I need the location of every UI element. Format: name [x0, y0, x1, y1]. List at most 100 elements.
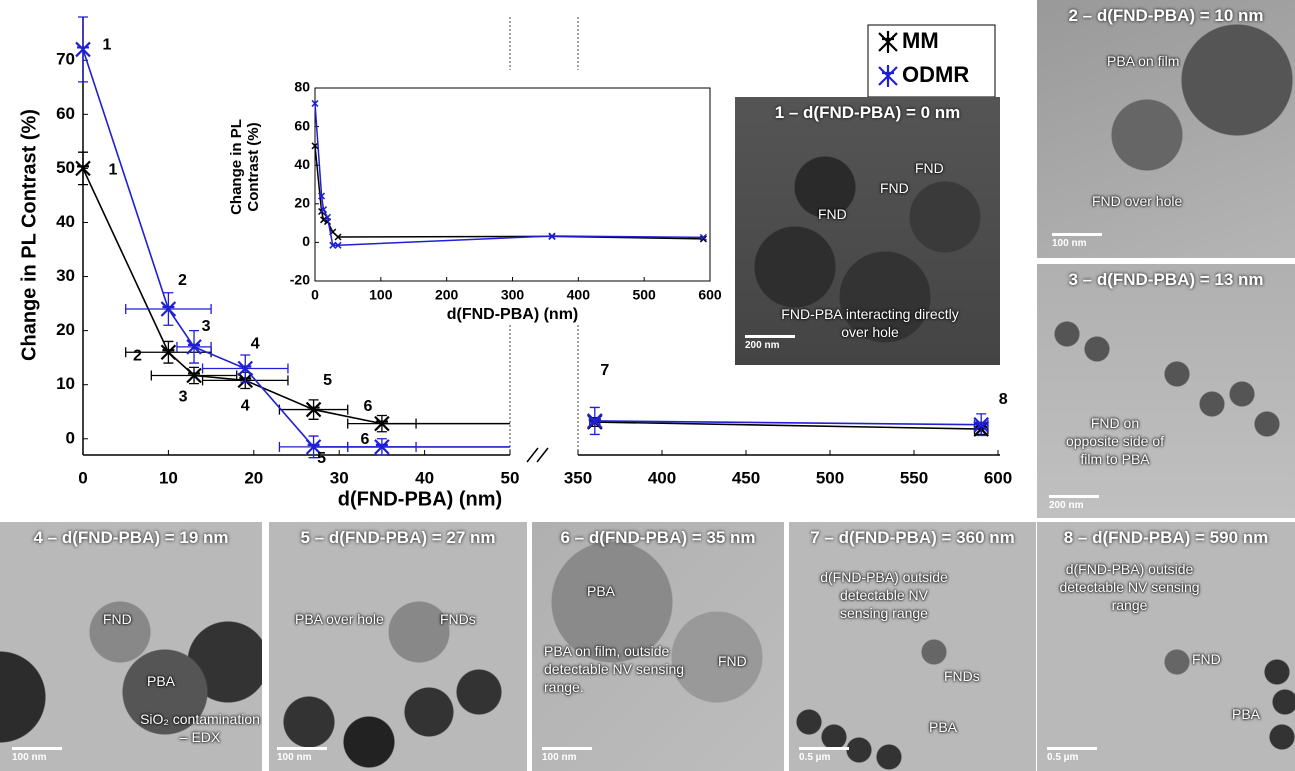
inset-marker	[334, 233, 342, 241]
point-label: 3	[179, 389, 188, 406]
scale-bar	[542, 747, 592, 750]
scale-bar-label: 100 nm	[12, 752, 47, 763]
scale-bar-label: 0.5 µm	[799, 752, 831, 763]
point-label: 4	[251, 336, 260, 353]
inset-y-tick-label: -20	[290, 272, 310, 288]
legend-label: ODMR	[902, 62, 969, 87]
panel-annotation: PBA	[147, 673, 176, 689]
panel-annotation: FNDs	[440, 611, 476, 627]
data-line	[594, 421, 982, 430]
x-tick-label: 350	[564, 468, 592, 487]
micrograph-panel: 8 – d(FND-PBA) = 590 nm d(FND-PBA) outsid…	[1037, 522, 1295, 771]
legend-label: MM	[902, 28, 939, 53]
inset-y-tick-label: 80	[294, 79, 310, 95]
panel-annotation: FND-PBA interacting directly over hole	[781, 306, 959, 340]
panel-annotation: PBA	[929, 719, 958, 735]
point-label: 8	[999, 391, 1008, 408]
inset-marker	[311, 142, 319, 150]
panel-annotation: PBA	[1232, 706, 1261, 722]
micrograph-panel: 5 – d(FND-PBA) = 27 nm PBA over hole FNDs 1…	[269, 522, 527, 771]
x-tick-label: 600	[984, 468, 1012, 487]
inset-marker	[699, 233, 707, 241]
inset-y-tick-label: 20	[294, 195, 310, 211]
point-label: 1	[103, 37, 112, 54]
y-tick-label: 30	[56, 266, 75, 285]
micrograph-panel: 1 – d(FND-PBA) = 0 nm FND FND FND FND-PBA in…	[735, 97, 1000, 365]
inset-y-tick-label: 40	[294, 156, 310, 172]
panel-annotation: PBA	[587, 583, 616, 599]
panel-annotation: FND	[880, 180, 909, 196]
panel-title: 5 – d(FND-PBA) = 27 nm	[300, 528, 496, 547]
panel-title: 2 – d(FND-PBA) = 10 nm	[1068, 6, 1264, 25]
inset-x-tick-label: 400	[567, 287, 591, 303]
point-label: 2	[178, 272, 187, 289]
panel-title: 4 – d(FND-PBA) = 19 nm	[33, 528, 229, 547]
scale-bar-label: 100 nm	[542, 752, 577, 763]
x-tick-label: 450	[732, 468, 760, 487]
micrograph-panel: 3 – d(FND-PBA) = 13 nm FND on opposite si…	[1037, 264, 1295, 518]
scale-bar	[1047, 747, 1097, 750]
axis-break	[536, 447, 549, 463]
marker	[305, 401, 322, 418]
legend-marker	[878, 31, 898, 53]
panel-title: 7 – d(FND-PBA) = 360 nm	[810, 528, 1015, 547]
inset-marker	[323, 213, 332, 221]
y-tick-label: 70	[56, 50, 75, 69]
micrograph-panel: 7 – d(FND-PBA) = 360 nm d(FND-PBA) outsid…	[789, 522, 1036, 771]
panel-annotation: d(FND-PBA) outside detectable NV sensing…	[820, 569, 948, 621]
point-label: 6	[363, 398, 372, 415]
scale-bar	[1052, 233, 1102, 236]
panel-annotation: FND	[1192, 651, 1221, 667]
marker	[587, 413, 603, 429]
scale-bar	[277, 747, 327, 750]
scale-bar-label: 0.5 µm	[1047, 752, 1079, 763]
x-axis-label: d(FND-PBA) (nm)	[338, 488, 502, 510]
marker	[237, 360, 254, 377]
data-line	[594, 420, 982, 426]
y-tick-label: 50	[56, 158, 75, 177]
inset-marker	[548, 232, 556, 240]
panel-annotation: FND	[718, 653, 747, 669]
axis-break	[526, 447, 539, 463]
marker	[374, 415, 390, 432]
scale-bar-label: 200 nm	[745, 340, 780, 351]
micrograph-panel: 6 – d(FND-PBA) = 35 nm PBA FND PBA on film,…	[532, 522, 784, 771]
inset-x-tick-label: 500	[632, 287, 656, 303]
scale-bar-label: 100 nm	[1052, 238, 1087, 249]
x-tick-label: 10	[159, 468, 178, 487]
marker	[75, 160, 91, 177]
marker	[186, 367, 202, 384]
inset-x-tick-label: 200	[435, 287, 459, 303]
point-label: 3	[202, 318, 211, 335]
inset-x-label: d(FND-PBA) (nm)	[447, 306, 579, 323]
legend-marker	[878, 65, 898, 87]
panel-annotation: d(FND-PBA) outside detectable NV sensing…	[1059, 561, 1200, 613]
point-label: 2	[133, 347, 142, 364]
inset-marker	[320, 216, 328, 224]
marker	[160, 344, 177, 361]
point-label: 1	[109, 162, 118, 179]
legend-box	[867, 24, 996, 98]
x-tick-label: 40	[415, 468, 434, 487]
inset-x-tick-label: 600	[698, 287, 722, 303]
x-tick-label: 20	[244, 468, 263, 487]
inset-marker	[320, 206, 328, 214]
x-tick-label: 0	[78, 468, 87, 487]
panel-title: 8 – d(FND-PBA) = 590 nm	[1063, 528, 1269, 547]
inset-y-label: Change in PL Contrast (%)	[228, 119, 262, 215]
inset-x-tick-label: 100	[369, 287, 393, 303]
scale-bar-label: 100 nm	[277, 752, 312, 763]
panel-annotation: PBA on film	[1107, 53, 1180, 69]
marker	[973, 416, 989, 433]
panel-title: 1 – d(FND-PBA) = 0 nm	[774, 103, 961, 122]
marker	[75, 41, 91, 58]
panel-annotation: PBA on film, outside detectable NV sensi…	[544, 643, 685, 695]
panel-title: 3 – d(FND-PBA) = 13 nm	[1068, 270, 1264, 289]
point-label: 6	[360, 431, 369, 448]
marker	[186, 339, 202, 355]
data-line	[82, 168, 383, 425]
inset-marker	[311, 99, 319, 107]
panel-annotation: FND over hole	[1092, 193, 1183, 209]
micrograph-panel: 4 – d(FND-PBA) = 19 nm FND PBA SiO₂ contami…	[0, 522, 262, 771]
